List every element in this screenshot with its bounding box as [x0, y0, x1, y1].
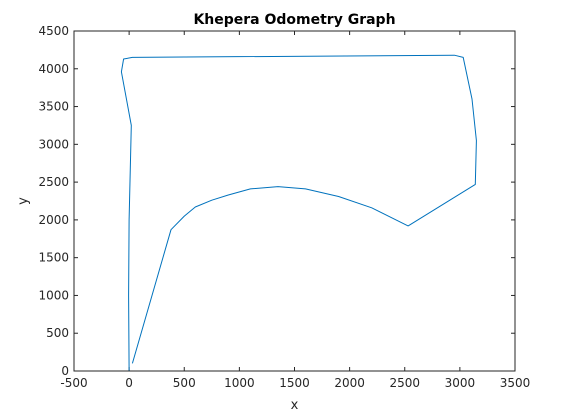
- y-tick-label-2: 1000: [38, 288, 69, 302]
- x-tick-label-0: -500: [60, 376, 87, 390]
- y-tick-label-1: 500: [46, 326, 69, 340]
- x-tick-label-4: 1500: [279, 376, 310, 390]
- chart-title: Khepera Odometry Graph: [193, 12, 395, 28]
- y-tick-label-6: 3000: [38, 137, 69, 151]
- y-tick-label-5: 2500: [38, 175, 69, 189]
- tick-labels: -500 0 500 1000 1500 2000 2500 3000 350005001000…: [38, 24, 530, 390]
- x-tick-label-8: 3500: [500, 376, 531, 390]
- y-tick-label-4: 2000: [38, 213, 69, 227]
- axes-box: [73, 30, 516, 372]
- y-tick-label-8: 4000: [38, 62, 69, 76]
- x-tick-label-5: 2000: [334, 376, 365, 390]
- x-tick-label-3: 1000: [224, 376, 255, 390]
- x-tick-label-1: 0: [125, 376, 133, 390]
- series-line: [120, 54, 477, 372]
- x-axis-label: x: [291, 398, 299, 413]
- x-tick-label-7: 3000: [445, 376, 476, 390]
- y-axis-label: y: [16, 197, 31, 205]
- y-tick-label-7: 3500: [38, 100, 69, 114]
- y-tick-label-0: 0: [61, 364, 69, 378]
- x-tick-label-6: 2500: [389, 376, 420, 390]
- plot-area: [74, 31, 515, 371]
- x-tick-label-2: 500: [173, 376, 196, 390]
- y-tick-label-9: 4500: [38, 24, 69, 38]
- y-tick-label-3: 1500: [38, 251, 69, 265]
